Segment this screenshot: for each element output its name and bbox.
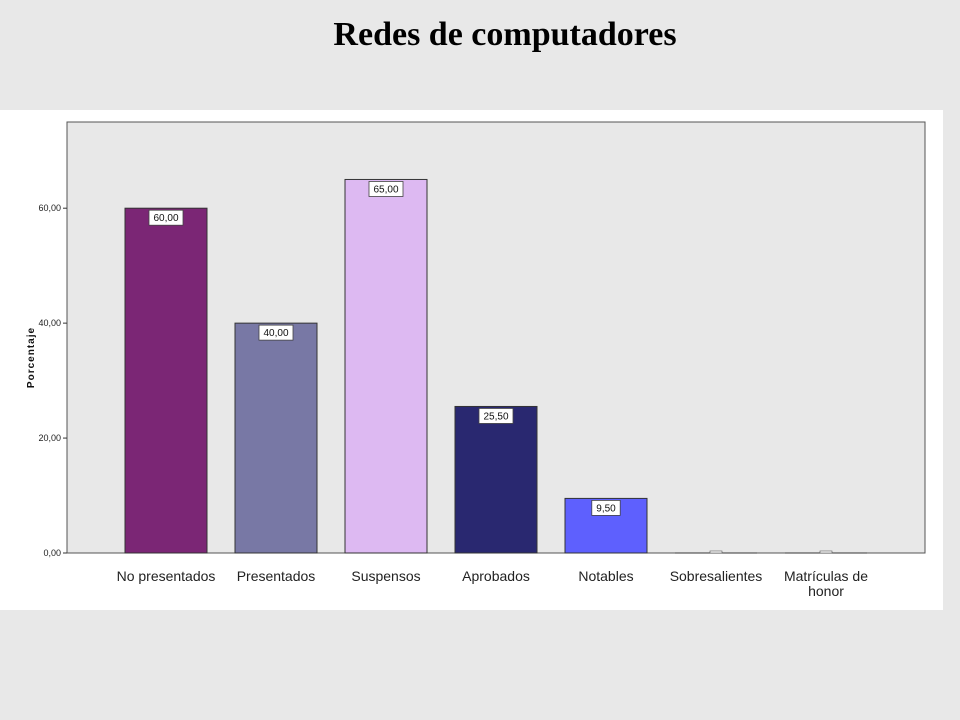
data-label-box	[709, 550, 723, 554]
x-tick-label: No presentados	[117, 568, 216, 584]
y-axis-title: Porcentaje	[26, 327, 37, 388]
x-tick-label: Aprobados	[462, 568, 530, 584]
data-label: 9,50	[596, 503, 616, 514]
y-tick-label: 0,00	[43, 548, 61, 558]
data-label: 40,00	[263, 328, 288, 339]
data-label-box	[478, 408, 514, 424]
x-tick-label: Sobresalientes	[670, 568, 763, 584]
data-label-box	[148, 209, 184, 226]
data-label-box	[591, 500, 621, 516]
data-label-box	[368, 181, 404, 197]
x-tick-label: Notables	[578, 568, 633, 584]
slide-title: Redes de computadores	[333, 16, 677, 53]
bar	[124, 207, 208, 554]
x-tick-label: Suspensos	[351, 568, 420, 584]
bar-chart: 0,00 20,00 40,00 60,00 Porcentaje 60,00 No pre…	[26, 121, 926, 599]
data-label: 65,00	[373, 184, 398, 195]
y-tick-label: 40,00	[38, 318, 61, 328]
data-label: 60,00	[153, 213, 178, 224]
x-tick-label: Matrículas de honor	[784, 568, 868, 599]
chart-panel: 0,00 20,00 40,00 60,00 Porcentaje 60,00 No pre…	[0, 110, 943, 610]
y-tick-label: 60,00	[38, 203, 61, 213]
y-tick-label: 20,00	[38, 433, 61, 443]
data-label-box	[819, 550, 833, 554]
data-label: 25,50	[483, 411, 508, 422]
bar	[454, 405, 538, 554]
bar	[234, 322, 318, 554]
data-label-box	[258, 324, 294, 341]
x-tick-label: Presentados	[237, 568, 316, 584]
bar	[344, 178, 428, 554]
